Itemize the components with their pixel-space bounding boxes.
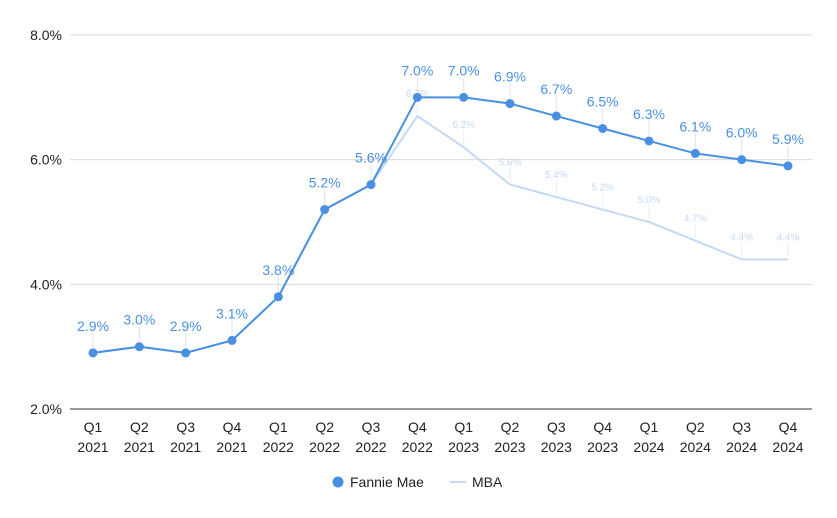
fannie-mae-data-label: 6.1% (679, 118, 711, 134)
fannie-mae-point (551, 111, 561, 121)
x-tick-label: 2023 (587, 439, 618, 455)
legend-label-mba: MBA (472, 474, 503, 490)
fannie-mae-point (598, 124, 608, 133)
x-tick-label: 2022 (402, 439, 433, 455)
fannie-mae-data-label: 5.9% (772, 131, 804, 147)
fannie-mae-point (459, 92, 469, 102)
fannie-mae-data-label: 2.9% (170, 318, 202, 334)
fannie-mae-data-label: 3.1% (216, 305, 248, 321)
fannie-mae-point (320, 205, 330, 215)
x-tick-label: Q1 (84, 419, 103, 435)
mba-data-label: 5.4% (545, 170, 568, 181)
x-tick-label: Q2 (501, 419, 520, 435)
fannie-mae-data-label: 7.0% (448, 62, 480, 78)
mba-data-label: 5.0% (638, 195, 661, 206)
x-tick-label: 2023 (494, 439, 525, 455)
fannie-mae-data-label: 6.7% (540, 81, 572, 97)
x-tick-label: Q1 (640, 419, 659, 435)
y-tick-label: 6.0% (30, 152, 62, 168)
fannie-mae-point (783, 161, 793, 171)
fannie-mae-data-label: 2.9% (77, 318, 109, 334)
x-tick-label: Q2 (315, 419, 334, 435)
mba-data-label: 4.4% (730, 232, 753, 243)
x-tick-label: 2021 (124, 439, 155, 455)
fannie-mae-data-label: 6.0% (726, 125, 758, 141)
y-axis-ticks: 2.0% 4.0% 6.0% 8.0% (30, 27, 62, 417)
fannie-mae-data-label: 3.0% (123, 312, 155, 328)
fannie-mae-data-label: 5.2% (309, 175, 341, 191)
legend-label-fannie-mae: Fannie Mae (350, 474, 424, 490)
x-tick-label: 2023 (448, 439, 479, 455)
y-tick-label: 4.0% (30, 276, 62, 292)
x-tick-label: 2022 (263, 439, 294, 455)
fannie-mae-point (737, 155, 747, 165)
x-tick-label: Q1 (269, 419, 288, 435)
fannie-mae-data-label: 6.5% (587, 94, 619, 110)
fannie-mae-point (690, 148, 700, 158)
fannie-mae-data-label: 7.0% (401, 62, 433, 78)
x-tick-label: Q3 (732, 419, 751, 435)
x-tick-label: Q4 (593, 419, 612, 435)
fannie-mae-point (181, 348, 191, 358)
mba-data-label: 4.7% (684, 214, 707, 225)
fannie-mae-point (134, 342, 144, 352)
x-tick-label: 2021 (170, 439, 201, 455)
x-tick-label: Q2 (686, 419, 705, 435)
fannie-mae-point (273, 292, 283, 302)
fannie-mae-point (644, 136, 654, 146)
fannie-mae-point (412, 92, 422, 102)
x-tick-label: Q4 (408, 419, 427, 435)
x-tick-label: 2024 (726, 439, 757, 455)
x-tick-label: Q4 (779, 419, 798, 435)
grid-lines (70, 34, 812, 410)
x-tick-label: Q3 (547, 419, 566, 435)
x-tick-label: Q3 (176, 419, 195, 435)
legend-marker-fannie-mae (332, 476, 344, 488)
x-tick-label: 2021 (77, 439, 108, 455)
x-tick-label: Q3 (362, 419, 381, 435)
x-tick-label: 2024 (772, 439, 803, 455)
x-tick-label: Q4 (223, 419, 242, 435)
x-tick-label: 2021 (216, 439, 247, 455)
mba-data-label: 4.4% (777, 232, 800, 243)
x-tick-label: 2024 (680, 439, 711, 455)
fannie-mae-data-label: 6.9% (494, 69, 526, 85)
x-tick-label: 2022 (309, 439, 340, 455)
x-tick-label: Q1 (454, 419, 473, 435)
fannie-mae-data-label: 5.6% (355, 150, 387, 166)
fannie-mae-data-label: 3.8% (262, 262, 294, 278)
mba-data-label: 5.6% (499, 158, 522, 169)
x-tick-label: 2022 (355, 439, 386, 455)
mba-data-label: 6.2% (452, 120, 475, 131)
legend: Fannie Mae MBA (332, 474, 503, 490)
fannie-mae-data-label: 6.3% (633, 106, 665, 122)
y-tick-label: 2.0% (30, 401, 62, 417)
series-fannie-mae: 2.9% 3.0% 2.9% 3.1% 3.8% 5.2% 5.6% 7.0% 7.0% 6.9%… (77, 62, 804, 358)
fannie-mae-point (88, 348, 98, 358)
x-tick-label: Q2 (130, 419, 149, 435)
x-axis-ticks: Q1 2021 Q2 2021 Q3 2021 Q4 2021 Q1 2022 Q2 2022 Q3 20… (77, 419, 803, 455)
mba-data-label: 5.2% (591, 183, 614, 194)
x-tick-label: 2023 (541, 439, 572, 455)
fannie-mae-point (366, 180, 376, 190)
y-tick-label: 8.0% (30, 27, 62, 43)
fannie-mae-point (227, 335, 237, 345)
x-tick-label: 2024 (633, 439, 664, 455)
fannie-mae-line (92, 96, 789, 354)
fannie-mae-point (505, 99, 515, 109)
